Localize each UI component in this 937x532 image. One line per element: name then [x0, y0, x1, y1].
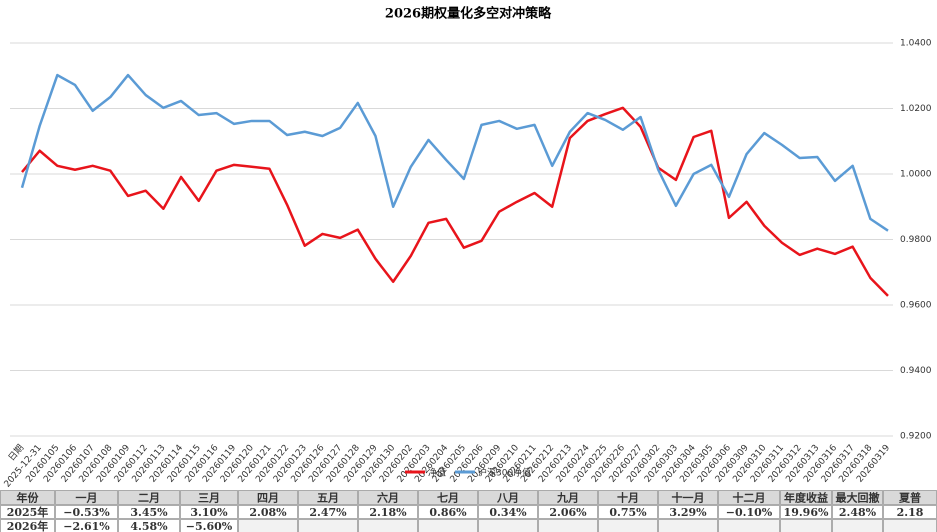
table-cell: [718, 505, 780, 519]
table-cell: [55, 490, 118, 505]
table-cell: [658, 490, 718, 505]
table-cell: [658, 505, 718, 519]
y-tick-label: 1.0000: [900, 170, 932, 180]
chart-title: 2026期权量化多空对冲策略: [385, 6, 552, 22]
table-cell: [358, 505, 418, 519]
legend-label: 净值: [428, 467, 446, 479]
table-cell: [478, 490, 538, 505]
table-cell: [118, 490, 180, 505]
table-cell: [832, 490, 883, 505]
y-tick-label: 0.9800: [900, 235, 932, 245]
table-value: 3.29%: [669, 506, 707, 519]
table-cell: [538, 519, 598, 532]
table-cell: [238, 505, 298, 519]
table-header: 四月: [257, 492, 279, 505]
table-cell: [238, 490, 298, 505]
table-cell: [418, 505, 478, 519]
table-cell: [598, 505, 658, 519]
table-header: 七月: [437, 491, 459, 505]
table-cell: [0, 490, 55, 505]
table-header: 夏普: [899, 491, 921, 505]
table-cell: [298, 519, 358, 532]
line-series: [21, 106, 889, 297]
table-value: 2.08%: [249, 506, 287, 519]
table-cell: [598, 490, 658, 505]
table-cell: [658, 519, 718, 532]
table-header: 十一月: [672, 491, 705, 505]
table-cell: [0, 519, 55, 532]
table-cell: [598, 519, 658, 532]
table-value: 0.34%: [489, 506, 527, 519]
y-tick-label: 1.0200: [900, 104, 932, 114]
table-cell: [718, 519, 780, 532]
table-cell: [538, 505, 598, 519]
table-cell: [832, 505, 883, 519]
table-value: −0.53%: [63, 506, 110, 519]
table-cell: [238, 519, 298, 532]
table-header: 五月: [317, 492, 339, 505]
table-cell: [55, 519, 118, 532]
table-cell: [832, 519, 883, 532]
table-cell: [538, 490, 598, 505]
table-value: 0.86%: [429, 506, 467, 519]
table-cell: [55, 505, 118, 519]
table-cell: [118, 519, 180, 532]
table-value: −5.60%: [186, 520, 233, 532]
table-cell: [780, 490, 832, 505]
table-cell: [180, 490, 238, 505]
table-value: 3.45%: [130, 506, 168, 519]
legend-label: 沪深300净值: [478, 467, 531, 479]
y-tick-label: 0.9200: [900, 432, 932, 442]
table-cell: [0, 505, 55, 519]
table-header: 最大回撤: [836, 491, 880, 505]
table-cell: [883, 519, 937, 532]
table-header: 二月: [138, 492, 160, 505]
table-value: 2.47%: [309, 506, 347, 519]
y-tick-label: 0.9600: [900, 301, 932, 311]
table-cell: [418, 490, 478, 505]
table-value: 0.75%: [609, 506, 647, 519]
table-cell: [718, 490, 780, 505]
table-value: 2026年: [7, 519, 49, 532]
table-header: 年份: [17, 491, 40, 505]
table-value: 2.06%: [549, 506, 587, 519]
table-cell: [478, 519, 538, 532]
y-tick-label: 1.0400: [900, 39, 932, 49]
table-cell: [180, 519, 238, 532]
table-cell: [780, 505, 832, 519]
table-header: 十二月: [733, 491, 766, 505]
table-header: 九月: [556, 491, 579, 505]
table-value: 4.58%: [130, 520, 168, 532]
table-cell: [298, 505, 358, 519]
table-header: 一月: [76, 492, 98, 505]
table-value: −0.10%: [726, 506, 773, 519]
table-value: 2.18%: [369, 506, 407, 519]
table-cell: [118, 505, 180, 519]
table-value: 2.18: [897, 506, 924, 519]
table-cell: [180, 505, 238, 519]
line-series: [20, 73, 889, 232]
table-cell: [358, 519, 418, 532]
table-value: 2.48%: [839, 506, 877, 519]
table-cell: [298, 490, 358, 505]
table-header: 三月: [198, 492, 220, 505]
table-header: 年度收益: [784, 491, 828, 505]
table-value: 3.10%: [190, 506, 228, 519]
table-value: −2.61%: [63, 520, 110, 532]
table-cell: [780, 519, 832, 532]
table-header: 八月: [496, 492, 519, 505]
table-header: 六月: [377, 491, 399, 505]
table-cell: [358, 490, 418, 505]
y-tick-label: 0.9400: [900, 366, 932, 376]
table-value: 19.96%: [784, 506, 829, 519]
table-cell: [478, 505, 538, 519]
table-cell: [418, 519, 478, 532]
table-header: 十月: [617, 491, 639, 505]
table-value: 2025年: [7, 505, 49, 519]
